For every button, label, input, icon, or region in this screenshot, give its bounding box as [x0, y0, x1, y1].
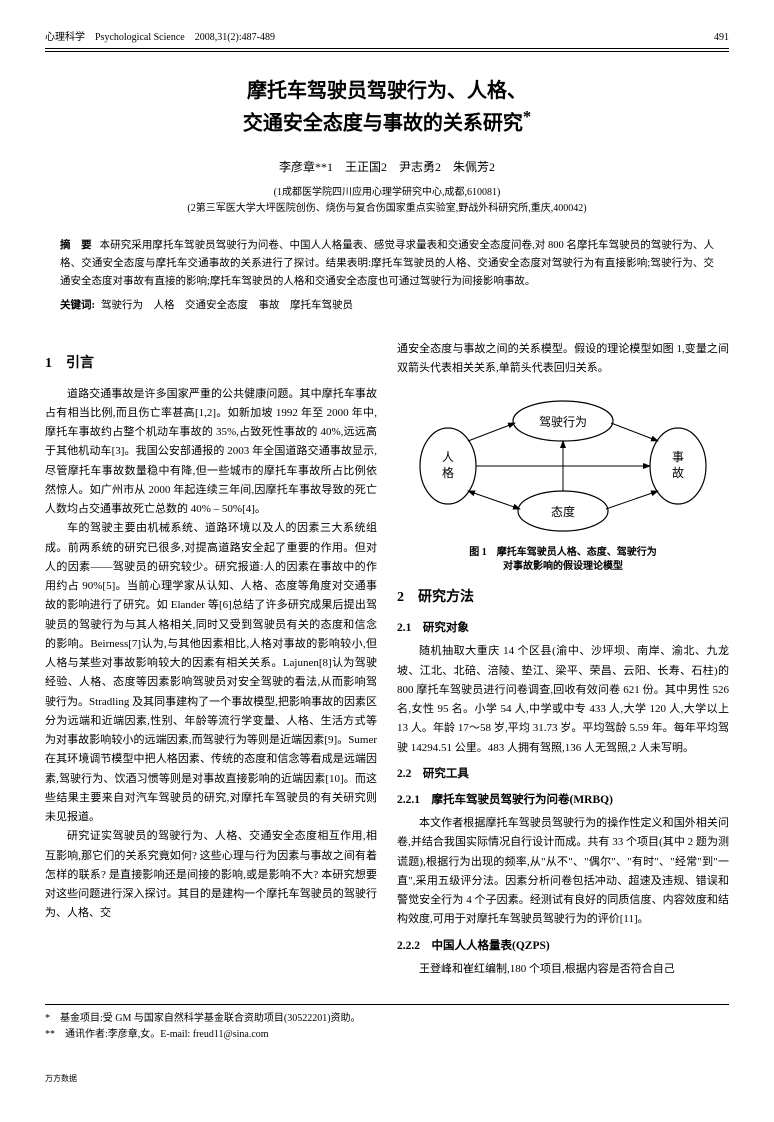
- svg-text:态度: 态度: [551, 504, 575, 519]
- figure-1-svg: 人 格 驾驶行为 态度 事 故: [413, 391, 713, 541]
- svg-text:人: 人: [442, 450, 454, 464]
- article-title: 摩托车驾驶员驾驶行为、人格、 交通安全态度与事故的关系研究*: [45, 77, 729, 138]
- figure-1-caption: 图 1 摩托车驾驶员人格、态度、驾驶行为 对事故影响的假设理论模型: [397, 546, 729, 574]
- section-1-heading: 1 引言: [45, 352, 377, 377]
- svg-text:驾驶行为: 驾驶行为: [539, 414, 587, 429]
- footnote: * 基金项目:受 GM 与国家自然科学基金联合资助项目(30522201)资助。: [45, 1011, 729, 1027]
- footer-mark: 万方数据: [45, 1073, 729, 1086]
- header-rule: [45, 51, 729, 52]
- subsection-2.1-heading: 2.1 研究对象: [397, 618, 729, 638]
- paragraph: 随机抽取大重庆 14 个区县(渝中、沙坪坝、南岸、渝北、九龙坡、江北、北碚、涪陵…: [397, 642, 729, 758]
- page-number: 491: [714, 30, 729, 46]
- footnotes: * 基金项目:受 GM 与国家自然科学基金联合资助项目(30522201)资助。…: [45, 1004, 729, 1043]
- subsection-2.2.1-heading: 2.2.1 摩托车驾驶员驾驶行为问卷(MRBQ): [397, 790, 729, 810]
- right-column: 通安全态度与事故之间的关系模型。假设的理论模型如图 1,变量之间双箭头代表相关关…: [397, 340, 729, 979]
- journal-info: 心理科学 Psychological Science 2008,31(2):48…: [45, 30, 275, 46]
- body-columns: 1 引言 道路交通事故是许多国家严重的公共健康问题。其中摩托车事故占有相当比例,…: [45, 340, 729, 979]
- keywords-text: 驾驶行为 人格 交通安全态度 事故 摩托车驾驶员: [101, 300, 353, 311]
- subsection-2.2.2-heading: 2.2.2 中国人人格量表(QZPS): [397, 936, 729, 956]
- keywords: 关键词: 驾驶行为 人格 交通安全态度 事故 摩托车驾驶员: [60, 298, 714, 315]
- paragraph: 本文作者根据摩托车驾驶员驾驶行为的操作性定义和国外相关问卷,并结合我国实际情况自…: [397, 814, 729, 930]
- svg-text:故: 故: [672, 465, 684, 480]
- paragraph: 通安全态度与事故之间的关系模型。假设的理论模型如图 1,变量之间双箭头代表相关关…: [397, 340, 729, 379]
- subsection-2.2-heading: 2.2 研究工具: [397, 764, 729, 784]
- svg-text:事: 事: [672, 450, 684, 464]
- keywords-label: 关键词:: [60, 300, 95, 311]
- abstract-label: 摘 要: [60, 240, 92, 251]
- abstract-text: 本研究采用摩托车驾驶员驾驶行为问卷、中国人人格量表、感觉寻求量表和交通安全态度问…: [60, 240, 714, 287]
- paragraph: 研究证实驾驶员的驾驶行为、人格、交通安全态度相互作用,相互影响,那它们的关系究竟…: [45, 827, 377, 923]
- affiliations: (1成都医学院四川应用心理学研究中心,成都,610081) (2第三军医大学大坪…: [45, 185, 729, 217]
- paragraph: 王登峰和崔红编制,180 个项目,根据内容是否符合自己: [397, 960, 729, 979]
- abstract: 摘 要本研究采用摩托车驾驶员驾驶行为问卷、中国人人格量表、感觉寻求量表和交通安全…: [60, 237, 714, 291]
- paragraph: 道路交通事故是许多国家严重的公共健康问题。其中摩托车事故占有相当比例,而且伤亡率…: [45, 385, 377, 520]
- left-column: 1 引言 道路交通事故是许多国家严重的公共健康问题。其中摩托车事故占有相当比例,…: [45, 340, 377, 979]
- paragraph: 车的驾驶主要由机械系统、道路环境以及人的因素三大系统组成。前两系统的研究已很多,…: [45, 519, 377, 827]
- page-header: 心理科学 Psychological Science 2008,31(2):48…: [45, 30, 729, 49]
- figure-1: 人 格 驾驶行为 态度 事 故 图 1 摩: [397, 391, 729, 574]
- svg-text:格: 格: [442, 465, 454, 480]
- authors: 李彦章**1 王正国2 尹志勇2 朱佩芳2: [45, 158, 729, 177]
- section-2-heading: 2 研究方法: [397, 586, 729, 611]
- footnote: ** 通讯作者:李彦章,女。E-mail: freud11@sina.com: [45, 1027, 729, 1043]
